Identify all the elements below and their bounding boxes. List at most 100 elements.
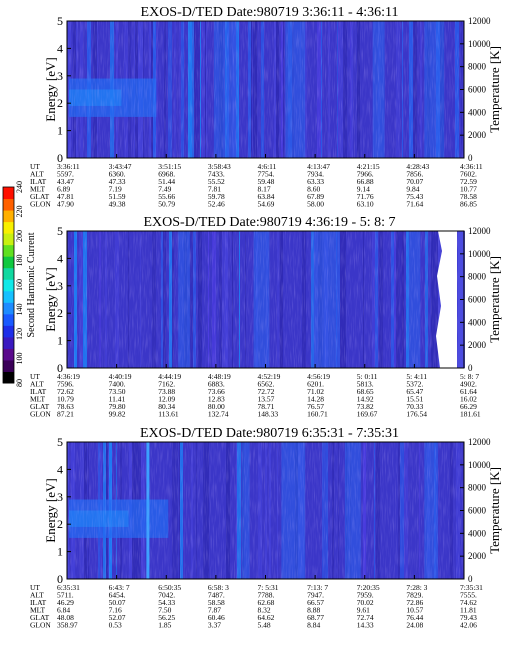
spectrogram-image	[67, 21, 464, 158]
y-tick-label: 2	[57, 517, 63, 531]
table-cell: 78.71	[258, 402, 275, 411]
row-label: ALT	[30, 170, 44, 179]
row-label: GLON	[30, 200, 51, 209]
y-tick-label: 1	[57, 124, 63, 138]
table-cell: 54.33	[158, 598, 175, 607]
table-cell: 8.88	[307, 606, 320, 615]
table-cell: 62.68	[258, 598, 275, 607]
y2-tick-label: 10000	[468, 249, 491, 259]
table-cell: 66.88	[357, 177, 374, 186]
table-cell: 7754.	[258, 170, 275, 179]
colorbar-segment	[3, 371, 14, 384]
table-cell: 6:58: 3	[208, 583, 229, 592]
table-cell: 47.90	[57, 200, 74, 209]
table-cell: 50.07	[109, 598, 126, 607]
table-cell: 5: 0:11	[357, 372, 378, 381]
y-tick-label: 0	[57, 572, 63, 586]
table-cell: 8.32	[258, 606, 271, 615]
table-cell: 148.33	[258, 410, 279, 419]
table-cell: 358.97	[57, 621, 78, 630]
row-label: GLON	[30, 621, 51, 630]
table-cell: 7856.	[406, 170, 423, 179]
table-cell: 7966.	[357, 170, 374, 179]
table-cell: 5: 8: 7	[460, 372, 479, 381]
table-cell: 78.63	[57, 402, 74, 411]
table-cell: 3:36:11	[57, 162, 80, 171]
table-cell: 71.76	[357, 192, 374, 201]
table-cell: 7:13: 7	[307, 583, 328, 592]
table-cell: 72.62	[57, 387, 74, 396]
row-label: ILAT	[30, 387, 47, 396]
table-cell: 72.74	[357, 613, 374, 622]
table-cell: 9.14	[357, 185, 370, 194]
y-axis-label: Energy [eV]	[43, 478, 58, 542]
panel-title: EXOS-D/TED Date:980719 3:36:11 - 4:36:11	[141, 5, 399, 20]
spectrogram-panel-3: EXOS-D/TED Date:980719 6:35:31 - 7:35:31…	[30, 426, 502, 630]
y-tick-label: 5	[57, 435, 63, 449]
table-cell: 12.83	[208, 395, 225, 404]
y-tick-label: 5	[57, 14, 63, 28]
table-cell: 51.59	[109, 192, 126, 201]
table-cell: 8.60	[307, 185, 320, 194]
table-cell: 10.57	[406, 606, 423, 615]
table-cell: 4:21:15	[357, 162, 380, 171]
y2-tick-label: 8000	[468, 62, 487, 72]
table-cell: 78.58	[460, 192, 477, 201]
row-label: ALT	[30, 380, 44, 389]
table-cell: 63.10	[357, 200, 374, 209]
panel-title: EXOS-D/TED Date:980719 6:35:31 - 7:35:31	[140, 426, 399, 441]
table-cell: 7.81	[208, 185, 221, 194]
y2-tick-label: 4000	[468, 528, 487, 538]
table-cell: 79.43	[460, 613, 477, 622]
table-cell: 52.07	[109, 613, 126, 622]
y2-tick-label: 10000	[468, 460, 491, 470]
table-cell: 7602.	[460, 170, 477, 179]
table-cell: 72.59	[460, 177, 477, 186]
colorbar-tick-label: 200	[15, 230, 24, 242]
table-cell: 58.00	[307, 200, 324, 209]
row-label: MLT	[30, 185, 46, 194]
y2-tick-label: 2000	[468, 551, 487, 561]
y-tick-label: 3	[57, 69, 63, 83]
y-tick-label: 1	[57, 545, 63, 559]
table-cell: 64.62	[258, 613, 275, 622]
table-cell: 5813.	[357, 380, 374, 389]
y-axis-label: Energy [eV]	[43, 267, 58, 331]
colorbar-tick-label: 160	[15, 279, 24, 291]
table-cell: 76.57	[307, 402, 324, 411]
colorbar-segment	[3, 313, 14, 326]
row-label: ALT	[30, 591, 44, 600]
spectrogram-image	[67, 231, 465, 368]
table-cell: 5372.	[406, 380, 423, 389]
table-cell: 6360.	[109, 170, 126, 179]
y2-tick-label: 4000	[468, 107, 487, 117]
table-cell: 43.47	[57, 177, 74, 186]
table-cell: 6201.	[307, 380, 324, 389]
table-cell: 7.87	[208, 606, 221, 615]
table-cell: 5711.	[57, 591, 74, 600]
spectrogram-panel-1: EXOS-D/TED Date:980719 3:36:11 - 4:36:11…	[30, 5, 502, 209]
table-cell: 80.00	[208, 402, 225, 411]
table-cell: 7042.	[158, 591, 175, 600]
table-cell: 54.69	[258, 200, 275, 209]
colorbar-segment	[3, 233, 14, 246]
table-cell: 7162.	[158, 380, 175, 389]
colorbar-tick-label: 220	[15, 206, 24, 218]
table-cell: 63.84	[258, 192, 275, 201]
table-cell: 72.86	[406, 598, 423, 607]
colorbar-segment	[3, 302, 14, 315]
y-tick-label: 4	[57, 462, 63, 476]
table-cell: 79.80	[109, 402, 126, 411]
table-cell: 47.81	[57, 192, 74, 201]
y2-tick-label: 6000	[468, 506, 487, 516]
spectrogram-image	[67, 442, 464, 579]
table-cell: 16.02	[460, 395, 477, 404]
table-cell: 8.17	[258, 185, 271, 194]
table-cell: 76.44	[406, 613, 423, 622]
table-cell: 80.34	[158, 402, 175, 411]
y2-tick-label: 12000	[468, 16, 491, 26]
table-cell: 4:40:19	[109, 372, 132, 381]
table-cell: 55.66	[158, 192, 175, 201]
